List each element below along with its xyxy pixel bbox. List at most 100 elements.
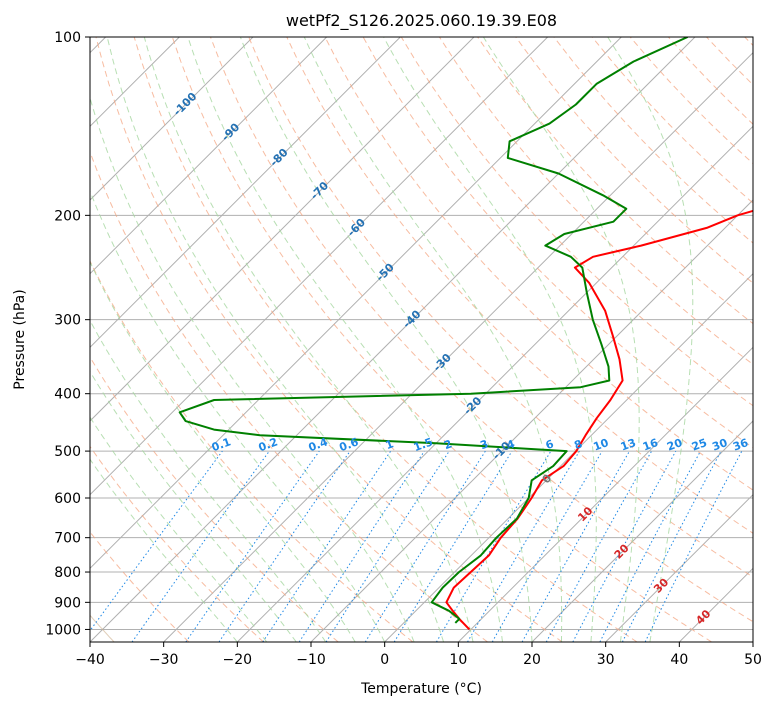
y-tick-label: 600 bbox=[54, 491, 81, 507]
x-tick-label: 40 bbox=[670, 652, 688, 668]
dewpoint-profile-line bbox=[178, 37, 689, 624]
mixing-ratio-label: 0.6 bbox=[338, 435, 361, 454]
isotherm-line bbox=[90, 37, 622, 570]
isotherm-line bbox=[90, 37, 254, 201]
moist-adiabat bbox=[303, 37, 563, 642]
mixing-ratio-line bbox=[185, 450, 320, 642]
moist-adiabat bbox=[187, 37, 503, 642]
y-tick-label: 500 bbox=[54, 444, 81, 460]
y-tick-label: 200 bbox=[54, 208, 81, 224]
y-axis-label: Pressure (hPa) bbox=[12, 289, 28, 389]
mixing-ratio-lines bbox=[90, 450, 743, 642]
y-tick-label: 1000 bbox=[45, 622, 81, 638]
moist-adiabat bbox=[90, 260, 356, 642]
y-tick-label: 100 bbox=[54, 30, 81, 46]
dry-adiabat bbox=[90, 356, 339, 642]
dry-adiabat bbox=[515, 37, 753, 284]
isotherm-line bbox=[236, 125, 753, 642]
isotherm-line bbox=[90, 37, 328, 275]
mixing-ratio-label: 3 bbox=[478, 437, 490, 452]
mixing-ratio-label: 10 bbox=[592, 436, 611, 454]
dry-adiabat bbox=[95, 37, 563, 642]
mixing-ratio-line bbox=[393, 450, 513, 642]
mixing-ratio-label: 0.4 bbox=[307, 435, 330, 454]
moist-adiabat bbox=[90, 319, 327, 642]
mixing-ratio-label: 8 bbox=[572, 437, 584, 452]
mixing-ratio-line bbox=[298, 450, 425, 642]
y-tick-label: 700 bbox=[54, 531, 81, 547]
x-tick-label: 50 bbox=[744, 652, 762, 668]
mixing-ratio-label: 0.2 bbox=[257, 435, 280, 454]
mixing-ratio-label: 4 bbox=[505, 437, 517, 452]
plot-frame bbox=[89, 36, 754, 643]
x-tick-label: −30 bbox=[149, 652, 179, 668]
x-tick-label: −40 bbox=[75, 652, 105, 668]
x-axis-label: Temperature (°C) bbox=[360, 681, 482, 697]
mixing-ratio-label: 36 bbox=[731, 436, 750, 454]
auxiliary-labels: 0.1 0.2 0.4 0.6 1 1.5 2 3 4 6 8 10 13 16 20 25 30 36-100-… bbox=[171, 90, 751, 628]
mixing-ratio-label: 30 bbox=[710, 436, 729, 454]
mixing-ratio-label: 20 bbox=[665, 436, 684, 454]
mixing-ratio-label: 2 bbox=[442, 437, 454, 452]
dry-adiabat bbox=[90, 445, 264, 642]
moist-adiabat bbox=[90, 370, 297, 642]
y-tick-label: 300 bbox=[54, 313, 81, 329]
isotherm-line bbox=[90, 37, 401, 349]
moist-adiabat bbox=[90, 96, 415, 642]
x-tick-label: 0 bbox=[380, 652, 389, 668]
chart-title: wetPf2_S126.2025.060.19.39.E08 bbox=[286, 11, 557, 31]
mixing-ratio-line bbox=[325, 450, 450, 642]
moist-adiabat bbox=[143, 37, 474, 642]
mixing-ratio-line bbox=[262, 450, 392, 642]
mixing-ratio-label: 25 bbox=[690, 436, 709, 453]
y-tick-label: 800 bbox=[54, 565, 81, 581]
mixing-ratio-label: 0.1 bbox=[210, 435, 233, 454]
moist-adiabat bbox=[90, 416, 268, 642]
dry-adiabat bbox=[171, 37, 712, 642]
mixing-ratio-line bbox=[90, 450, 223, 632]
x-tick-label: 10 bbox=[449, 652, 467, 668]
isotherm-line bbox=[163, 51, 753, 642]
x-tick-label: 30 bbox=[597, 652, 615, 668]
isotherm-line bbox=[90, 37, 475, 422]
mixing-ratio-label: 1 bbox=[384, 437, 396, 452]
isotherm-line bbox=[605, 493, 753, 642]
mixing-ratio-label: 13 bbox=[619, 436, 638, 453]
moist-adiabat bbox=[482, 37, 640, 642]
y-tick-label: 900 bbox=[54, 595, 81, 611]
moist-adiabat bbox=[90, 189, 386, 642]
mixing-ratio-label: 1.5 bbox=[412, 435, 435, 454]
isotherm-line bbox=[531, 420, 753, 642]
dry-adiabat-lines bbox=[90, 37, 753, 642]
dry-adiabat bbox=[248, 37, 753, 578]
y-tick-label: 400 bbox=[54, 387, 81, 403]
moist-adiabat bbox=[106, 37, 445, 642]
isotherm-line bbox=[90, 37, 696, 642]
moist-adiabat bbox=[90, 458, 238, 642]
plot-area: 0.1 0.2 0.4 0.6 1 1.5 2 3 4 6 8 10 13 16 20 25 30 36-100-… bbox=[90, 37, 753, 642]
moist-adiabat bbox=[239, 37, 533, 642]
x-tick-label: −10 bbox=[296, 652, 326, 668]
mixing-ratio-line bbox=[644, 450, 743, 642]
mixing-ratio-label: 16 bbox=[641, 436, 660, 454]
x-tick-label: 20 bbox=[523, 652, 541, 668]
isotherm-line bbox=[384, 272, 753, 642]
axis-ticks: −40 −30 −20 −10 0 10 20 30 40 5010020030040050060… bbox=[45, 30, 762, 668]
dry-adiabat bbox=[286, 37, 753, 534]
dry-adiabat bbox=[90, 259, 414, 642]
mixing-ratio-line bbox=[218, 450, 351, 642]
isotherm-line bbox=[90, 37, 549, 496]
pressure-grid bbox=[90, 37, 753, 630]
mixing-ratio-line bbox=[131, 450, 270, 642]
moist-adiabat bbox=[383, 37, 597, 642]
dry-adiabat bbox=[210, 37, 753, 623]
dry-adiabat bbox=[324, 37, 753, 491]
mixing-ratio-line bbox=[545, 450, 653, 642]
dry-adiabat bbox=[133, 37, 638, 642]
moist-adiabat-lines bbox=[90, 37, 694, 642]
mixing-ratio-label: 6 bbox=[544, 437, 556, 452]
sounding-profiles bbox=[178, 37, 753, 631]
temperature-profile-line bbox=[445, 209, 753, 631]
